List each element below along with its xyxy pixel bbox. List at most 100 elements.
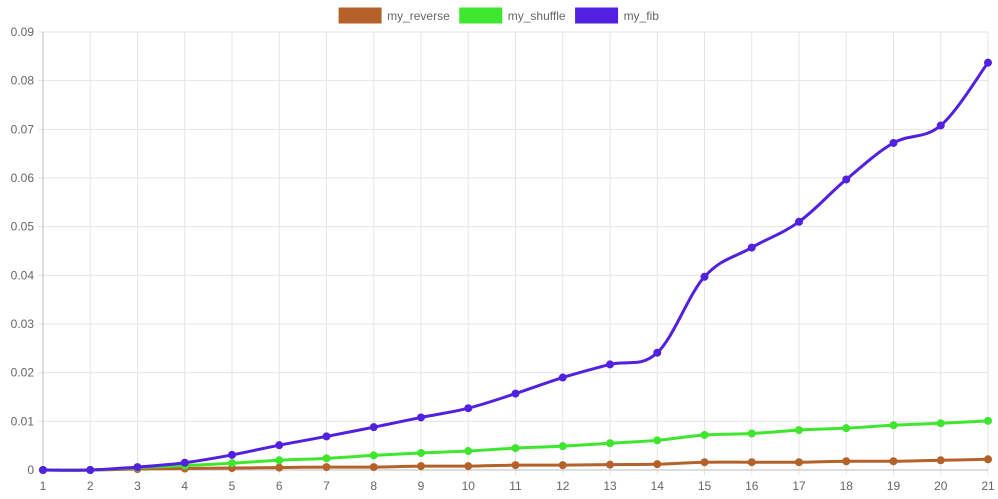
data-point[interactable] [369,463,378,472]
data-point[interactable] [984,416,992,425]
data-point[interactable] [275,463,284,472]
data-point[interactable] [511,389,520,398]
data-point[interactable] [606,360,614,369]
y-tick-label: 0.04 [11,268,35,282]
data-point[interactable] [747,243,756,252]
series-my-fib [39,58,992,474]
data-point[interactable] [464,404,473,413]
y-tick-label: 0.01 [11,414,35,428]
data-point[interactable] [417,413,425,422]
series-my-shuffle [39,416,992,474]
x-tick-label: 20 [934,479,948,493]
data-point[interactable] [322,432,331,441]
data-point[interactable] [984,58,992,67]
data-point[interactable] [275,441,284,450]
data-point[interactable] [417,448,425,457]
data-point[interactable] [558,442,567,451]
y-tick-label: 0.09 [11,25,35,39]
legend-swatch [338,7,382,24]
y-tick-label: 0.02 [11,366,35,380]
x-tick-label: 6 [276,479,283,493]
data-point[interactable] [606,439,614,448]
legend-item-my-fib[interactable]: my_fib [575,7,660,24]
data-point[interactable] [369,423,378,432]
data-point[interactable] [889,457,898,466]
data-point[interactable] [700,458,709,467]
data-point[interactable] [842,424,851,433]
x-tick-label: 3 [134,479,141,493]
data-point[interactable] [984,455,992,464]
x-tick-label: 15 [698,479,712,493]
x-tick-label: 5 [229,479,236,493]
x-tick-label: 21 [981,479,995,493]
data-point[interactable] [275,456,284,465]
legend-item-my-reverse[interactable]: my_reverse [338,7,450,24]
data-point[interactable] [795,217,803,226]
data-point[interactable] [936,456,945,465]
legend[interactable]: my_reverse my_shuffle my_fib [338,7,660,24]
x-tick-label: 7 [323,479,330,493]
data-point[interactable] [653,460,662,469]
data-point[interactable] [464,462,473,471]
data-point[interactable] [653,348,662,357]
legend-label: my_fib [624,9,660,23]
data-point[interactable] [39,466,47,474]
data-point[interactable] [86,466,95,474]
data-point[interactable] [133,463,142,472]
data-point[interactable] [795,458,803,467]
data-point[interactable] [842,175,851,184]
data-point[interactable] [180,458,189,467]
data-point[interactable] [700,430,709,439]
x-tick-label: 11 [509,479,522,493]
data-point[interactable] [322,463,331,472]
legend-label: my_reverse [387,9,450,23]
data-point[interactable] [606,460,614,469]
y-tick-label: 0.07 [11,122,35,136]
axes: 1 2 3 4 5 6 7 8 9 10 11 12 13 14 15 16 17 18 19 20 2100.010.… [11,25,995,493]
series-lines [39,58,992,474]
x-tick-label: 4 [181,479,188,493]
data-point[interactable] [842,457,851,466]
y-tick-label: 0.05 [11,220,35,234]
x-tick-label: 13 [603,479,617,493]
data-point[interactable] [747,458,756,467]
y-tick-label: 0.08 [11,74,35,88]
grid [38,31,989,475]
y-tick-label: 0.06 [11,171,35,185]
x-tick-label: 1 [40,479,47,493]
data-point[interactable] [936,419,945,428]
x-tick-label: 18 [840,479,854,493]
x-tick-label: 12 [556,479,570,493]
data-point[interactable] [795,426,803,435]
data-point[interactable] [369,451,378,460]
data-point[interactable] [747,429,756,438]
data-point[interactable] [936,121,945,130]
y-tick-label: 0 [27,463,34,477]
data-point[interactable] [558,461,567,470]
x-tick-label: 19 [887,479,901,493]
legend-swatch [459,7,503,24]
data-point[interactable] [511,444,520,453]
x-tick-label: 14 [651,479,665,493]
x-tick-label: 17 [792,479,806,493]
y-tick-label: 0.03 [11,317,35,331]
legend-item-my-shuffle[interactable]: my_shuffle [459,7,566,24]
data-point[interactable] [889,421,898,430]
data-point[interactable] [228,450,236,459]
data-point[interactable] [511,461,520,470]
data-point[interactable] [228,459,236,468]
x-tick-label: 9 [418,479,425,493]
x-tick-label: 16 [745,479,759,493]
data-point[interactable] [653,436,662,445]
data-point[interactable] [889,138,898,147]
x-tick-label: 2 [87,479,94,493]
data-point[interactable] [464,447,473,456]
x-tick-label: 10 [462,479,476,493]
data-point[interactable] [322,454,331,463]
data-point[interactable] [417,462,425,471]
data-point[interactable] [558,373,567,382]
data-point[interactable] [700,272,709,281]
legend-label: my_shuffle [508,9,566,23]
